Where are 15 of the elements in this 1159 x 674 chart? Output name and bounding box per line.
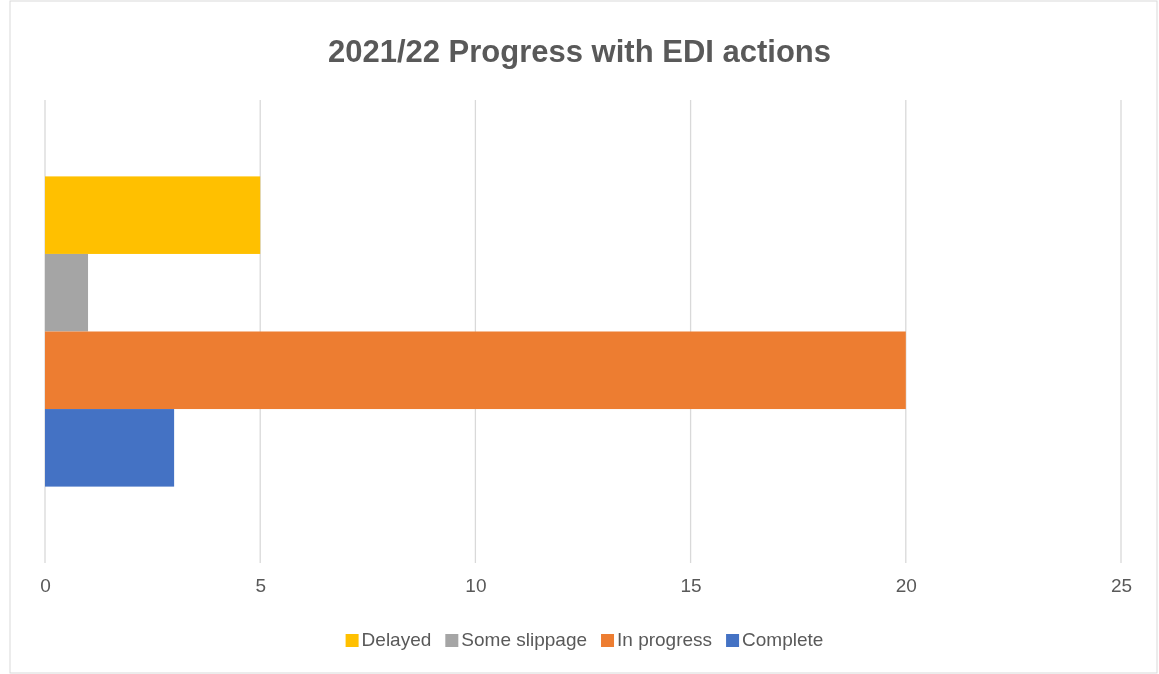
x-tick-label: 15 xyxy=(680,575,702,597)
legend-label: In progress xyxy=(617,629,713,650)
bar xyxy=(45,331,906,410)
x-tick-label: 25 xyxy=(1110,575,1133,597)
legend-label: Complete xyxy=(742,629,824,650)
legend-label: Delayed xyxy=(361,629,432,650)
x-tick-label: 5 xyxy=(255,575,266,597)
bar xyxy=(45,253,89,332)
chart-title: 2021/22 Progress with EDI actions xyxy=(327,34,832,69)
x-tick-label: 0 xyxy=(40,575,51,597)
x-tick-label: 10 xyxy=(465,575,487,597)
bar xyxy=(45,409,175,487)
bar xyxy=(45,176,261,254)
legend-label: Some slippage xyxy=(461,629,588,650)
x-tick-label: 20 xyxy=(895,575,917,597)
